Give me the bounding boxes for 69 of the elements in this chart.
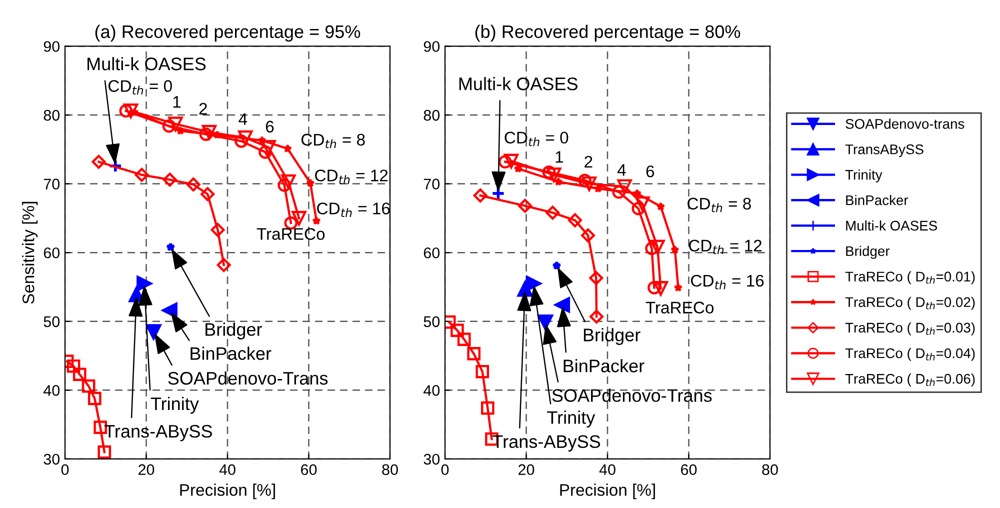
chart-title: (b) Recovered percentage = 80%	[475, 24, 740, 42]
y-tick-label: 90	[44, 41, 60, 52]
y-tick-label: 30	[44, 454, 60, 465]
x-tick-label: 0	[441, 464, 449, 476]
annotation: 1	[556, 151, 563, 163]
annotation: CD$_{th}$ = 12	[688, 240, 762, 254]
legend-label: BinPacker	[846, 194, 908, 206]
annotation: Multi-k OASES	[459, 77, 578, 90]
legend-label: TraRECo ( D$_{th}$=0.01)	[845, 271, 975, 284]
x-tick-label: 80	[382, 464, 398, 476]
annotation: BinPacker	[564, 359, 644, 372]
legend-label: TransABySS	[845, 144, 924, 158]
annotation: Bridger	[206, 322, 262, 340]
legend-label: TraRECo ( D$_{th}$=0.04)	[845, 348, 975, 361]
annotation: Trinity	[150, 396, 199, 414]
y-tick-label: 70	[44, 178, 60, 190]
y-axis-title: Sensitivity [%]	[22, 202, 38, 304]
legend-label: TraRECo ( D$_{th}$=0.03)	[845, 322, 975, 336]
legend-label: SOAPdenovo-trans	[846, 118, 964, 129]
y-tick-label: 40	[424, 385, 440, 396]
x-axis-title: Precision [%]	[180, 484, 275, 500]
annotation: 6	[646, 165, 654, 178]
legend-label: Trinity	[845, 170, 882, 182]
annotation: TraRECo	[256, 228, 325, 240]
y-tick-label: 90	[424, 41, 440, 52]
x-tick-label: 40	[219, 464, 236, 476]
x-tick-label: 80	[762, 464, 778, 476]
annotation: 4	[238, 113, 248, 125]
annotation: 2	[199, 102, 207, 115]
x-axis-title: Precision [%]	[560, 484, 655, 500]
annotation: Multi-k OASES	[88, 57, 206, 70]
y-tick-label: 70	[424, 178, 440, 190]
legend-label: TraRECo ( D$_{th}$=0.06)	[845, 374, 975, 386]
annotation: Trans-ABySS	[104, 424, 212, 442]
chart-title: (a) Recovered percentage = 95%	[95, 24, 360, 42]
y-tick-label: 50	[424, 316, 440, 328]
x-tick-label: 40	[599, 464, 616, 476]
annotation: BinPacker	[190, 346, 272, 360]
annotation: Trinity	[547, 410, 596, 428]
y-tick-label: 60	[424, 247, 440, 258]
y-tick-label: 30	[424, 454, 440, 465]
annotation: 6	[266, 120, 274, 133]
annotation: CD$_{th}$ = 8	[301, 134, 365, 148]
annotation: CD$_{th}$ = 16	[317, 202, 390, 217]
y-tick-label: 40	[44, 385, 60, 396]
annotation: 1	[173, 96, 181, 108]
x-tick-label: 60	[681, 464, 697, 476]
annotation: SOAPdenovo-Trans	[552, 388, 712, 402]
x-tick-label: 0	[61, 464, 69, 476]
annotation: CD$_{th}$ = 0	[504, 132, 568, 146]
annotation: SOAPdenovo-Trans	[168, 371, 328, 385]
annotation: CD$_{th}$ = 12	[315, 170, 388, 184]
annotation: 2	[584, 156, 592, 168]
annotation: CD$_{th}$ = 0	[108, 80, 172, 95]
annotation: TraRECo	[646, 302, 714, 314]
annotation: Trans-ABySS	[492, 435, 600, 452]
y-tick-label: 60	[44, 247, 60, 258]
x-tick-label: 20	[138, 464, 154, 476]
annotation: Bridger	[584, 328, 640, 345]
x-tick-label: 60	[301, 464, 317, 476]
legend-label: TraRECo ( D$_{th}$=0.02)	[845, 296, 975, 310]
y-tick-label: 80	[424, 110, 440, 121]
x-tick-label: 20	[518, 464, 534, 476]
y-tick-label: 80	[44, 110, 60, 121]
y-tick-label: 50	[44, 316, 60, 328]
annotation: CD$_{th}$ = 16	[691, 274, 764, 290]
legend-label: Bridger	[846, 246, 890, 259]
legend-label: Multi-k OASES	[846, 220, 937, 231]
annotation: 4	[617, 164, 626, 176]
